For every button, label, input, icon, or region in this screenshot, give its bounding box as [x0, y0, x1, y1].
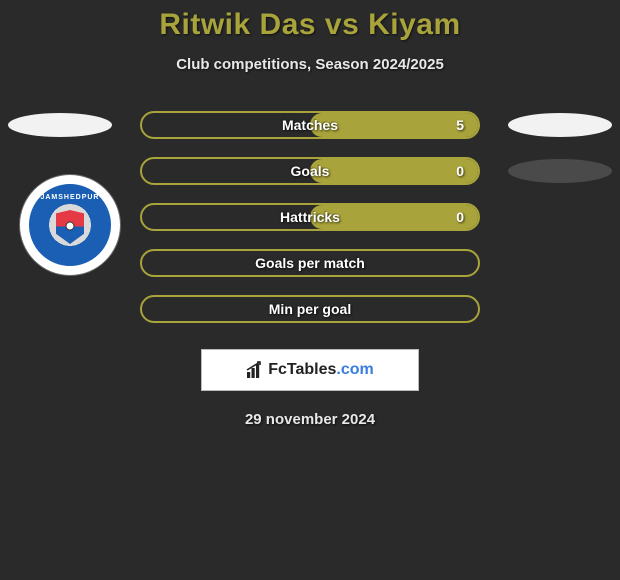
stat-label: Goals per match [255, 255, 365, 271]
brand-main: Tables [287, 361, 337, 378]
date-text: 29 november 2024 [245, 411, 375, 428]
stat-pill-matches: Matches 5 [140, 111, 480, 139]
page-subtitle: Club competitions, Season 2024/2025 [176, 56, 444, 73]
stat-label: Min per goal [269, 301, 351, 317]
club-badge-inner: JAMSHEDPUR [29, 184, 111, 266]
stat-pill-goals: Goals 0 [140, 157, 480, 185]
shield-icon [56, 210, 84, 244]
ball-icon [66, 221, 75, 230]
stat-row-mpg: Min per goal [0, 295, 620, 323]
player-right-marker-dim [508, 159, 612, 183]
stat-right-value: 5 [444, 117, 464, 133]
player-right-marker [508, 113, 612, 137]
stat-right-value: 0 [444, 209, 464, 225]
page-title: Ritwik Das vs Kiyam [159, 8, 460, 42]
stat-pill-mpg: Min per goal [140, 295, 480, 323]
club-badge-left: JAMSHEDPUR [20, 175, 120, 275]
stat-pill-gpm: Goals per match [140, 249, 480, 277]
stat-label: Matches [282, 117, 338, 133]
stat-label: Hattricks [280, 209, 340, 225]
player-left-marker [8, 113, 112, 137]
stat-pill-hattricks: Hattricks 0 [140, 203, 480, 231]
brand-text: FcTables.com [268, 361, 374, 379]
brand-box[interactable]: FcTables.com [201, 349, 419, 391]
stat-row-matches: Matches 5 [0, 111, 620, 139]
bars-icon [246, 361, 266, 379]
brand-prefix: Fc [268, 361, 287, 378]
stat-right-value: 0 [444, 163, 464, 179]
brand-suffix: .com [336, 361, 373, 378]
club-badge-label: JAMSHEDPUR [40, 194, 99, 201]
stat-label: Goals [291, 163, 330, 179]
